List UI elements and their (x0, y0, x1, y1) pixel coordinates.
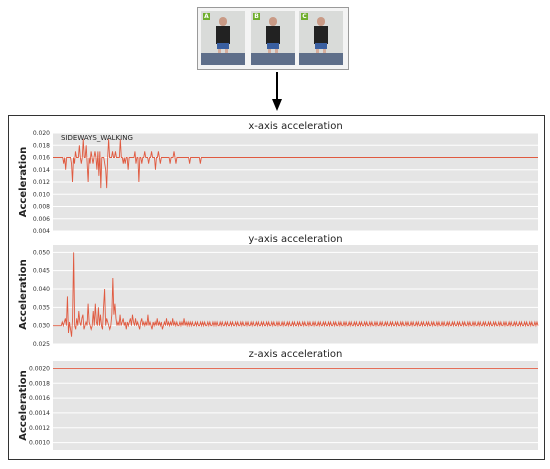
person-shorts (267, 43, 279, 49)
y-axis-label: Acceleration (18, 259, 29, 329)
y-tick-label: 0.030 (33, 323, 50, 330)
y-tick-label: 0.006 (33, 216, 50, 223)
y-tick-label: 0.050 (33, 249, 50, 256)
y-axis-label: Acceleration (18, 147, 29, 217)
y-tick-label: 0.035 (33, 304, 50, 311)
video-frame-a: A (201, 11, 245, 65)
floor (251, 53, 295, 65)
video-frames-strip: A B C (197, 7, 349, 70)
y-tick-label: 0.012 (33, 179, 50, 186)
y-tick-label: 0.014 (33, 167, 50, 174)
frame-badge-a: A (203, 13, 210, 20)
y-tick-label: 0.0016 (29, 395, 50, 402)
y-tick-label: 0.045 (33, 268, 50, 275)
person-torso (216, 26, 230, 44)
series-line (53, 252, 539, 337)
activity-label: SIDEWAYS_WALKING (61, 134, 133, 142)
y-tick-label: 0.0014 (29, 410, 50, 417)
frame-badge-c: C (301, 13, 308, 20)
acceleration-charts: 0.004 0.006 0.008 0.010 0.012 0.014 0.016 0.018… (18, 121, 539, 450)
floor (299, 53, 343, 65)
y-tick-label: 0.008 (33, 204, 50, 211)
plot-background (53, 361, 538, 450)
y-tick-label: 0.0010 (29, 440, 50, 447)
series-line (53, 139, 538, 189)
person-shorts (217, 43, 229, 49)
person-head (219, 17, 227, 26)
y-tick-label: 0.016 (33, 155, 50, 162)
y-axis-label: Acceleration (18, 370, 29, 440)
y-tick-label: 0.0018 (29, 380, 50, 387)
chart-title: x-axis acceleration (248, 121, 342, 132)
floor (201, 53, 245, 65)
person-torso (266, 26, 280, 44)
chart-title: y-axis acceleration (248, 234, 342, 245)
y-tick-label: 0.0012 (29, 425, 50, 432)
plot-background (53, 245, 538, 344)
y-tick-label: 0.025 (33, 341, 50, 348)
video-frame-b: B (251, 11, 295, 65)
chart-title: z-axis acceleration (249, 349, 343, 360)
person-head (269, 17, 277, 26)
down-arrow-icon (272, 72, 282, 111)
frame-badge-b: B (253, 13, 260, 20)
y-tick-label: 0.004 (33, 228, 50, 235)
person-torso (314, 26, 328, 44)
y-tick-label: 0.040 (33, 286, 50, 293)
person-shorts (315, 43, 327, 49)
y-tick-label: 0.010 (33, 191, 50, 198)
acceleration-panel: 0.004 0.006 0.008 0.010 0.012 0.014 0.016 0.018… (8, 115, 545, 460)
y-tick-label: 0.0020 (29, 365, 50, 372)
person-head (317, 17, 325, 26)
y-tick-label: 0.018 (33, 142, 50, 149)
y-tick-label: 0.020 (33, 130, 50, 137)
video-frame-c: C (299, 11, 343, 65)
